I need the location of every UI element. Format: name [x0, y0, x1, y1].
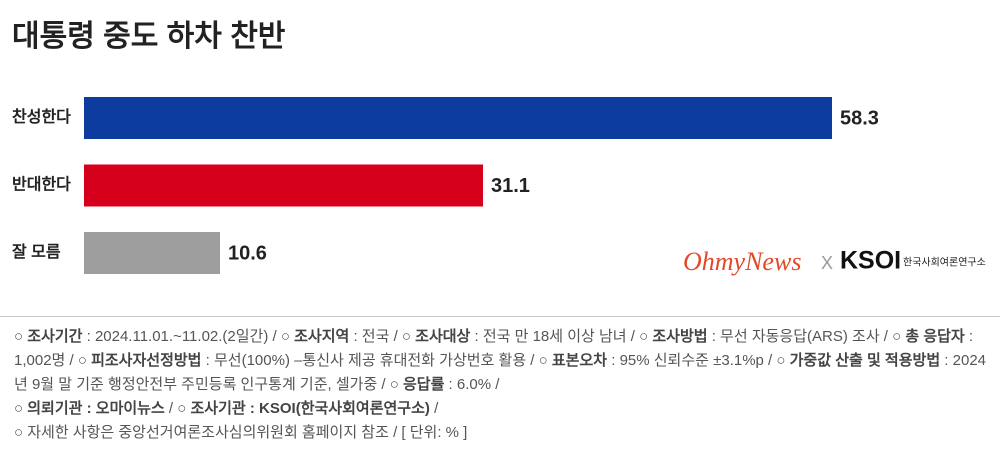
footnote-key: 총 응답자	[905, 328, 965, 345]
logo-ksoi: KSOI	[840, 247, 901, 275]
footnote-text: : 6.0% /	[444, 376, 500, 393]
footnote-text: : 2024.11.01.~11.02.(2일간) / ○	[82, 328, 295, 345]
footnote-text: / ○	[164, 400, 191, 417]
category-label: 반대한다	[12, 175, 71, 194]
footnote-text: : 전국 / ○	[349, 328, 416, 345]
footnote-text: ○ 자세한 사항은 중앙선거여론조사심의위원회 홈페이지 참조 / [ 단위: …	[14, 424, 468, 441]
chart: 대통령 중도 하차 찬반 OhmyNews X KSOI 한국사회여론연구소 찬…	[12, 20, 986, 276]
footnote-text: ○	[14, 328, 28, 345]
footnote-key: 응답률	[402, 376, 445, 393]
footnote-text: : 95% 신뢰수준 ±3.1%p / ○	[607, 352, 790, 369]
footnote-key: 조사대상	[415, 328, 471, 345]
value-label: 31.1	[491, 175, 530, 197]
footnote: ○ 조사기간 : 2024.11.01.~11.02.(2일간) / ○ 조사지…	[0, 316, 1000, 458]
footnote-text: ○	[14, 400, 28, 417]
footnote-text: : 전국 만 18세 이상 남녀 / ○	[470, 328, 653, 345]
footnote-line: ○ 조사기간 : 2024.11.01.~11.02.(2일간) / ○ 조사지…	[14, 325, 990, 397]
category-label: 찬성한다	[12, 107, 71, 126]
footnote-key: 조사기간	[27, 328, 83, 345]
logo: OhmyNews X KSOI 한국사회여론연구소	[683, 247, 986, 276]
value-label: 10.6	[228, 242, 267, 264]
bar	[84, 164, 484, 207]
footnote-line: ○ 의뢰기관 : 오마이뉴스 / ○ 조사기관 : KSOI(한국사회여론연구소…	[14, 397, 990, 421]
footnote-key: 조사방법	[652, 328, 708, 345]
footnote-key: 피조사자선정방법	[91, 352, 202, 369]
footnote-key: 가중값 산출 및 적용방법	[789, 352, 941, 369]
category-label: 잘 모름	[12, 242, 61, 261]
footnote-key: 표본오차	[551, 352, 608, 369]
chart-title: 대통령 중도 하차 찬반	[12, 20, 286, 53]
logo-ohmynews: OhmyNews	[683, 247, 801, 276]
footnote-text: : 2024년 9월 말 기준 행정안전부 주민등록 인구통계 기준, 셀가중 …	[14, 352, 987, 393]
footnote-key: 조사기관 : KSOI(한국사회여론연구소)	[190, 400, 430, 417]
logo-ksoi-name: 한국사회여론연구소	[903, 257, 986, 269]
footnote-text: : 무선(100%) –통신사 제공 휴대전화 가상번호 활용 / ○	[201, 352, 552, 369]
bar	[84, 232, 220, 274]
bar	[84, 97, 832, 139]
footnote-text: : 1,002명 / ○	[14, 328, 974, 369]
footnote-key: 조사지역	[294, 328, 350, 345]
footnote-line: ○ 자세한 사항은 중앙선거여론조사심의위원회 홈페이지 참조 / [ 단위: …	[14, 421, 990, 445]
value-label: 58.3	[840, 107, 879, 129]
footnote-key: 의뢰기관 : 오마이뉴스	[27, 400, 165, 417]
logo-separator: X	[821, 253, 833, 273]
footnote-text: /	[429, 400, 439, 417]
footnote-text: : 무선 자동응답(ARS) 조사 / ○	[707, 328, 906, 345]
